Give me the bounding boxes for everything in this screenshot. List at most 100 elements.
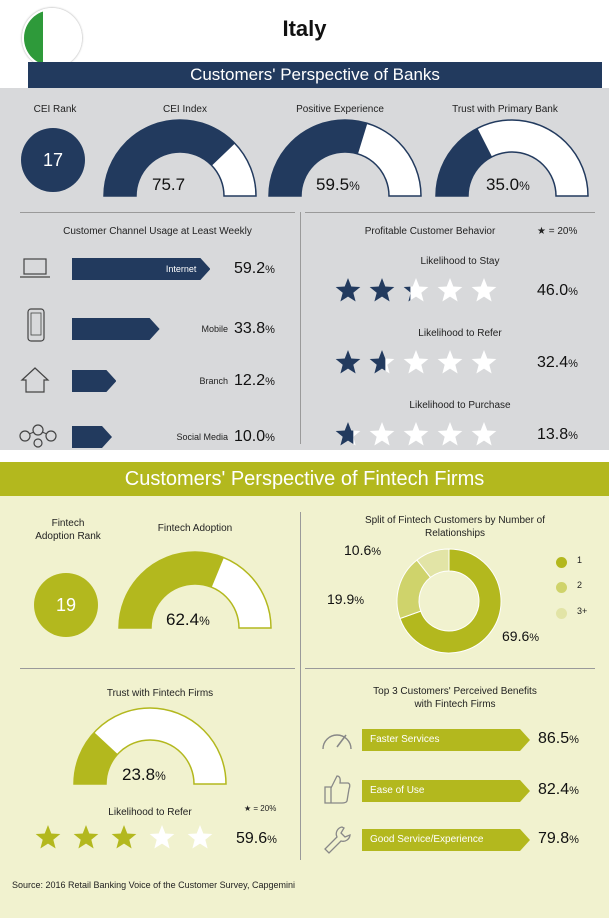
positive-experience-gauge-fill: [269, 119, 368, 196]
wrench-icon: [324, 826, 351, 854]
behavior-2-star-4: [471, 422, 497, 446]
behavior-1-star-0: [335, 350, 361, 374]
donut-slice-2: [416, 548, 450, 579]
trust-primary-bank-gauge: [435, 119, 589, 197]
cei-index-gauge: [103, 119, 257, 197]
legend-label-0: 1: [577, 555, 583, 565]
channel-label-0: Internet: [165, 264, 197, 274]
benefit-value-2: 79.8%: [538, 830, 579, 847]
branch-house-icon: [20, 367, 50, 393]
fintech-trust-value: 23.8%: [122, 765, 166, 784]
legend-swatch-1: [556, 582, 567, 593]
benefit-value-0: 86.5%: [538, 730, 579, 747]
fintech-heading: Customers' Perspective of Fintech Firms: [0, 462, 609, 496]
behavior-0-star-0: [335, 278, 361, 302]
gauge-value-1: 59.5%: [316, 175, 360, 194]
behavior-1-star-4: [471, 350, 497, 374]
fintech-refer-star-2: [111, 825, 137, 849]
fintech-refer-star-1: [73, 825, 99, 849]
benefits-heading-line2: with Fintech Firms: [414, 699, 496, 710]
behavior-0-star-2: [403, 278, 429, 302]
cei-rank-label: CEI Rank: [33, 104, 77, 115]
donut-slice-0: [399, 548, 502, 654]
divider: [20, 668, 295, 669]
behavior-2-star-0: [335, 422, 361, 446]
fintech-rank-label-line2: Adoption Rank: [35, 531, 101, 542]
channel-value-2: 12.2%: [234, 372, 275, 389]
fintech-refer-label: Likelihood to Refer: [108, 807, 192, 818]
channel-bar-1: [72, 318, 160, 340]
gauge-label-0: CEI Index: [163, 104, 207, 115]
behavior-2-star-2: [403, 422, 429, 446]
positive-experience-gauge: [268, 119, 422, 197]
cei-index-gauge-fill: [104, 120, 235, 196]
behavior-1-star-3: [437, 350, 463, 374]
legend-swatch-0: [556, 557, 567, 568]
behavior-1-star-2: [403, 350, 429, 374]
fintech-refer-star-0: [35, 825, 61, 849]
channel-value-1: 33.8%: [234, 320, 275, 337]
channel-value-0: 59.2%: [234, 260, 275, 277]
fintech-rank-badge: 19: [34, 573, 98, 637]
behavior-0-star-4: [471, 278, 497, 302]
star-legend: ★ = 20%: [537, 226, 578, 237]
divider: [305, 212, 595, 213]
channel-label-2: Branch: [199, 376, 228, 386]
fintech-trust-gauge-track: [73, 707, 227, 785]
benefit-value-1: 82.4%: [538, 781, 579, 798]
behavior-0-star-1: [369, 278, 395, 302]
footer: [0, 866, 609, 918]
divider: [300, 512, 301, 860]
fintech-adoption-label: Fintech Adoption: [157, 523, 233, 534]
trust-primary-bank-gauge-fill: [436, 128, 493, 196]
donut-label-3plus: 10.6%: [344, 542, 382, 558]
page-title: Italy: [282, 16, 327, 41]
split-heading-line2: Relationships: [424, 528, 486, 539]
benefit-bar-2: Good Service/Experience: [362, 829, 530, 851]
behavior-2-star-1: [369, 422, 395, 446]
channel-bar-2: [72, 370, 117, 392]
divider: [20, 212, 295, 213]
fintech-adoption-gauge: [118, 551, 272, 629]
source-note: Source: 2016 Retail Banking Voice of the…: [12, 880, 295, 890]
legend-swatch-2: [556, 608, 567, 619]
divider: [300, 212, 301, 444]
donut-label-1: 69.6%: [502, 628, 540, 644]
donut-label-2: 19.9%: [327, 591, 365, 607]
channel-bar-0: [72, 258, 211, 280]
gauge-value-2: 35.0%: [486, 175, 530, 194]
behavior-label-1: Likelihood to Refer: [418, 328, 502, 339]
mobile-phone-icon: [27, 308, 45, 342]
behavior-heading: Profitable Customer Behavior: [364, 226, 496, 237]
fintech-section: [0, 496, 609, 866]
channel-bar-3: [72, 426, 112, 448]
legend-label-1: 2: [577, 580, 583, 590]
divider: [305, 668, 595, 669]
gauge-label-1: Positive Experience: [296, 104, 384, 115]
fintech-rank-label-line1: Fintech: [51, 518, 85, 529]
social-network-icon: [19, 424, 57, 448]
fintech-refer-value: 59.6%: [236, 830, 277, 847]
benefit-bar-1: Ease of Use: [362, 780, 530, 802]
channel-label-3: Social Media: [176, 432, 228, 442]
fintech-adoption-gauge-fill: [119, 552, 224, 628]
fintech-trust-gauge: [73, 707, 227, 785]
behavior-1-star-1: [369, 350, 395, 374]
behavior-value-2: 13.8%: [537, 426, 578, 443]
speedometer-icon: [322, 734, 352, 750]
gauge-label-2: Trust with Primary Bank: [452, 104, 558, 115]
benefit-bar-0: Faster Services: [362, 729, 530, 751]
behavior-0-star-3: [437, 278, 463, 302]
cei-rank-badge: 17: [21, 128, 85, 192]
benefits-heading-line1: Top 3 Customers' Perceived Benefits: [373, 686, 537, 697]
fintech-refer-star-3: [149, 825, 175, 849]
banks-heading: Customers' Perspective of Banks: [28, 62, 602, 88]
legend-label-2: 3+: [577, 606, 588, 616]
channel-label-1: Mobile: [201, 324, 228, 334]
behavior-value-0: 46.0%: [537, 282, 578, 299]
fintech-trust-label: Trust with Fintech Firms: [106, 688, 214, 699]
fintech-star-legend: ★ = 20%: [244, 804, 277, 813]
channel-usage-heading: Customer Channel Usage at Least Weekly: [63, 226, 252, 237]
behavior-label-2: Likelihood to Purchase: [409, 400, 511, 411]
